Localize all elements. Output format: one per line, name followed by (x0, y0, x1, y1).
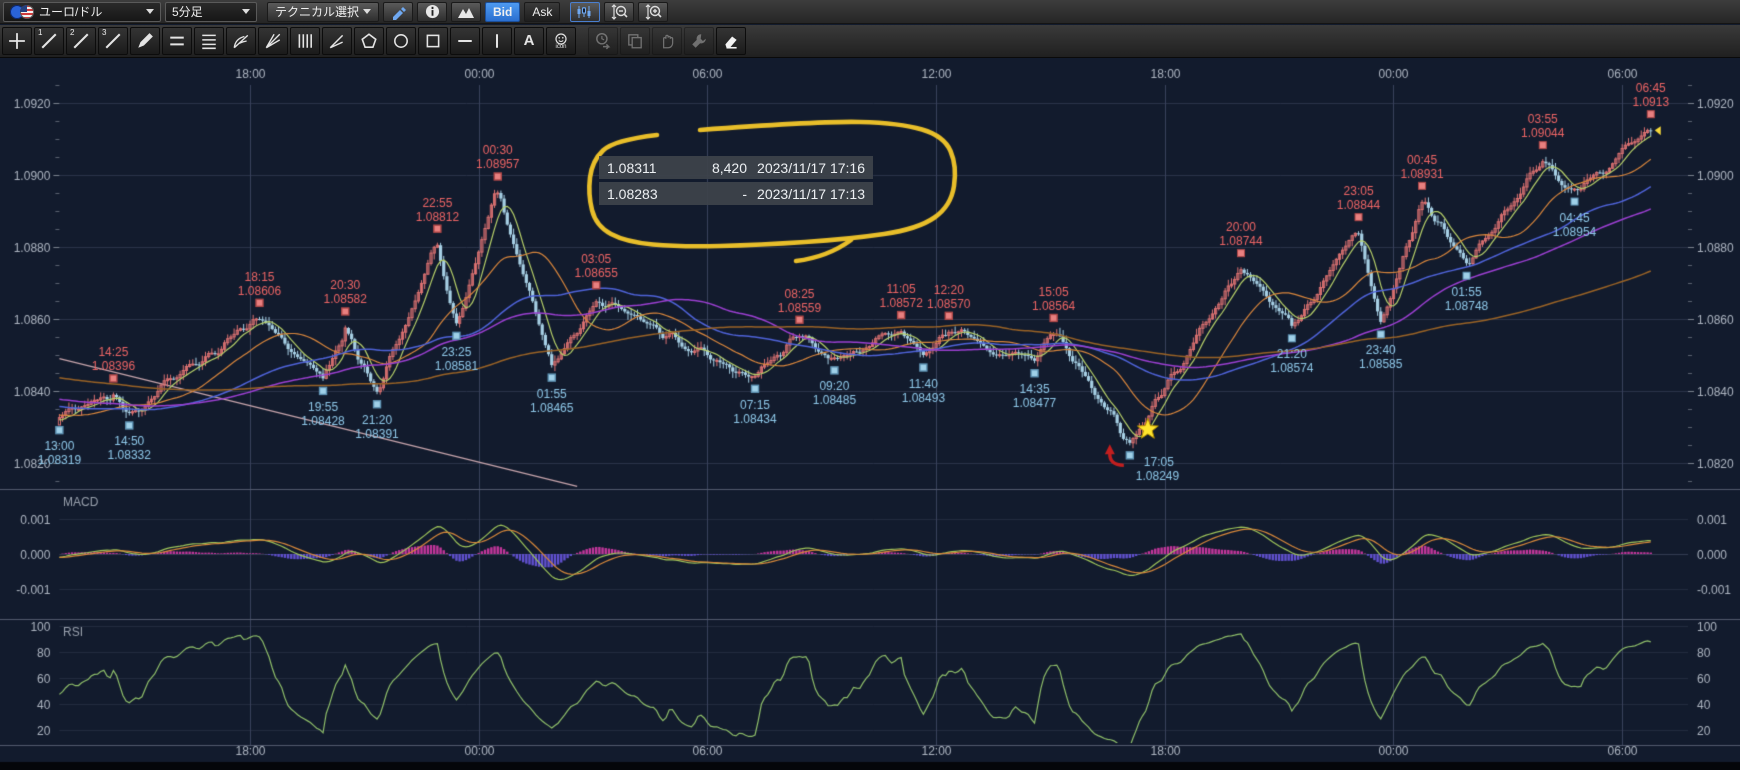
technical-select-button[interactable]: テクニカル選択 (267, 1, 380, 22)
info-button[interactable] (417, 1, 448, 22)
pencil-icon (138, 33, 153, 48)
hand-icon (663, 34, 674, 49)
main-toolbar: ユーロ/ドル 5分足 テクニカル選択 Bid Ask (0, 0, 1740, 24)
parallel-lines-tool[interactable] (162, 27, 192, 55)
rectangle-icon (426, 34, 440, 48)
eraser-tool[interactable] (716, 27, 746, 55)
zoom-in-icon (645, 3, 662, 20)
pair-selector[interactable]: ユーロ/ドル (3, 1, 161, 22)
zoom-in-button[interactable] (638, 1, 669, 22)
trendline-2-tool[interactable]: 2 (66, 27, 96, 55)
draw-pencil-button[interactable] (383, 1, 414, 22)
chart-area: 1.08311 8,420 2023/11/17 17:16 1.08283 -… (0, 58, 1740, 770)
icon-stamp-tool[interactable]: icon (546, 27, 576, 55)
pair-label: ユーロ/ドル (39, 5, 103, 19)
timeframe-selector[interactable]: 5分足 (165, 1, 257, 22)
fib-retracement-icon (202, 34, 216, 50)
history-icon (596, 32, 611, 50)
ellipse-icon (394, 34, 408, 48)
trendline-icon (73, 33, 89, 49)
us-flag-icon (20, 4, 34, 19)
trendline-3-tool[interactable]: 3 (98, 27, 128, 55)
history-tool (588, 27, 618, 55)
fib-fan-icon (265, 33, 281, 49)
pentagon-icon (361, 33, 377, 48)
drawing-toolbar: 1 2 3 A icon (0, 25, 1740, 58)
fibonacci-timezones-tool[interactable] (290, 27, 320, 55)
horizontal-line-icon (458, 39, 472, 43)
quote-volume: 8,420 (711, 159, 747, 176)
zoom-out-button[interactable] (604, 1, 635, 22)
hand-tool (652, 27, 682, 55)
quote-tooltip: 1.08311 8,420 2023/11/17 17:16 1.08283 -… (599, 156, 873, 205)
pentagon-tool[interactable] (354, 27, 384, 55)
quote-price: 1.08311 (607, 159, 657, 176)
bid-button[interactable]: Bid (485, 1, 521, 22)
candle-chart-icon (577, 5, 591, 18)
mountain-chart-button[interactable] (451, 1, 482, 22)
fib-timezones-icon (298, 34, 312, 48)
ask-button[interactable]: Ask (524, 1, 561, 22)
quote-row-bid: 1.08311 8,420 2023/11/17 17:16 (599, 156, 873, 179)
settings-tool (684, 27, 714, 55)
rectangle-tool[interactable] (418, 27, 448, 55)
horizontal-line-tool[interactable] (450, 27, 480, 55)
fibonacci-retracement-tool[interactable] (194, 27, 224, 55)
vertical-line-icon (495, 34, 499, 48)
vertical-line-tool[interactable] (482, 27, 512, 55)
chevron-down-icon (363, 9, 372, 14)
trendline-icon (105, 33, 121, 49)
freehand-pencil-tool[interactable] (130, 27, 160, 55)
wrench-icon (692, 34, 706, 48)
ellipse-tool[interactable] (386, 27, 416, 55)
chevron-down-icon (242, 9, 250, 14)
mountain-chart-icon (458, 7, 475, 18)
quote-row-ask: 1.08283 - 2023/11/17 17:13 (599, 182, 873, 205)
quote-datetime: 2023/11/17 17:16 (757, 159, 865, 176)
crosshair-icon (9, 33, 25, 49)
copy-icon (628, 34, 642, 49)
pencil-icon (393, 6, 407, 20)
quote-volume: - (742, 185, 747, 202)
smiley-icon (555, 32, 567, 45)
trendline-1-tool[interactable]: 1 (34, 27, 64, 55)
angle-line-tool[interactable] (322, 27, 352, 55)
info-icon (425, 4, 439, 19)
fibonacci-arcs-tool[interactable] (226, 27, 256, 55)
angle-line-icon (329, 34, 344, 49)
fibonacci-fan-tool[interactable] (258, 27, 288, 55)
parallel-lines-icon (170, 36, 184, 46)
timeframe-label: 5分足 (172, 5, 203, 19)
zoom-out-icon (611, 3, 628, 20)
quote-datetime: 2023/11/17 17:13 (757, 185, 865, 202)
eraser-icon (725, 36, 737, 49)
chevron-down-icon (146, 9, 154, 14)
trendline-icon (41, 33, 57, 49)
text-tool[interactable]: A (514, 27, 544, 55)
quote-price: 1.08283 (607, 185, 658, 202)
fib-arcs-icon (233, 34, 249, 49)
copy-objects-tool (620, 27, 650, 55)
candle-chart-button[interactable] (570, 1, 601, 22)
crosshair-tool[interactable] (2, 27, 32, 55)
